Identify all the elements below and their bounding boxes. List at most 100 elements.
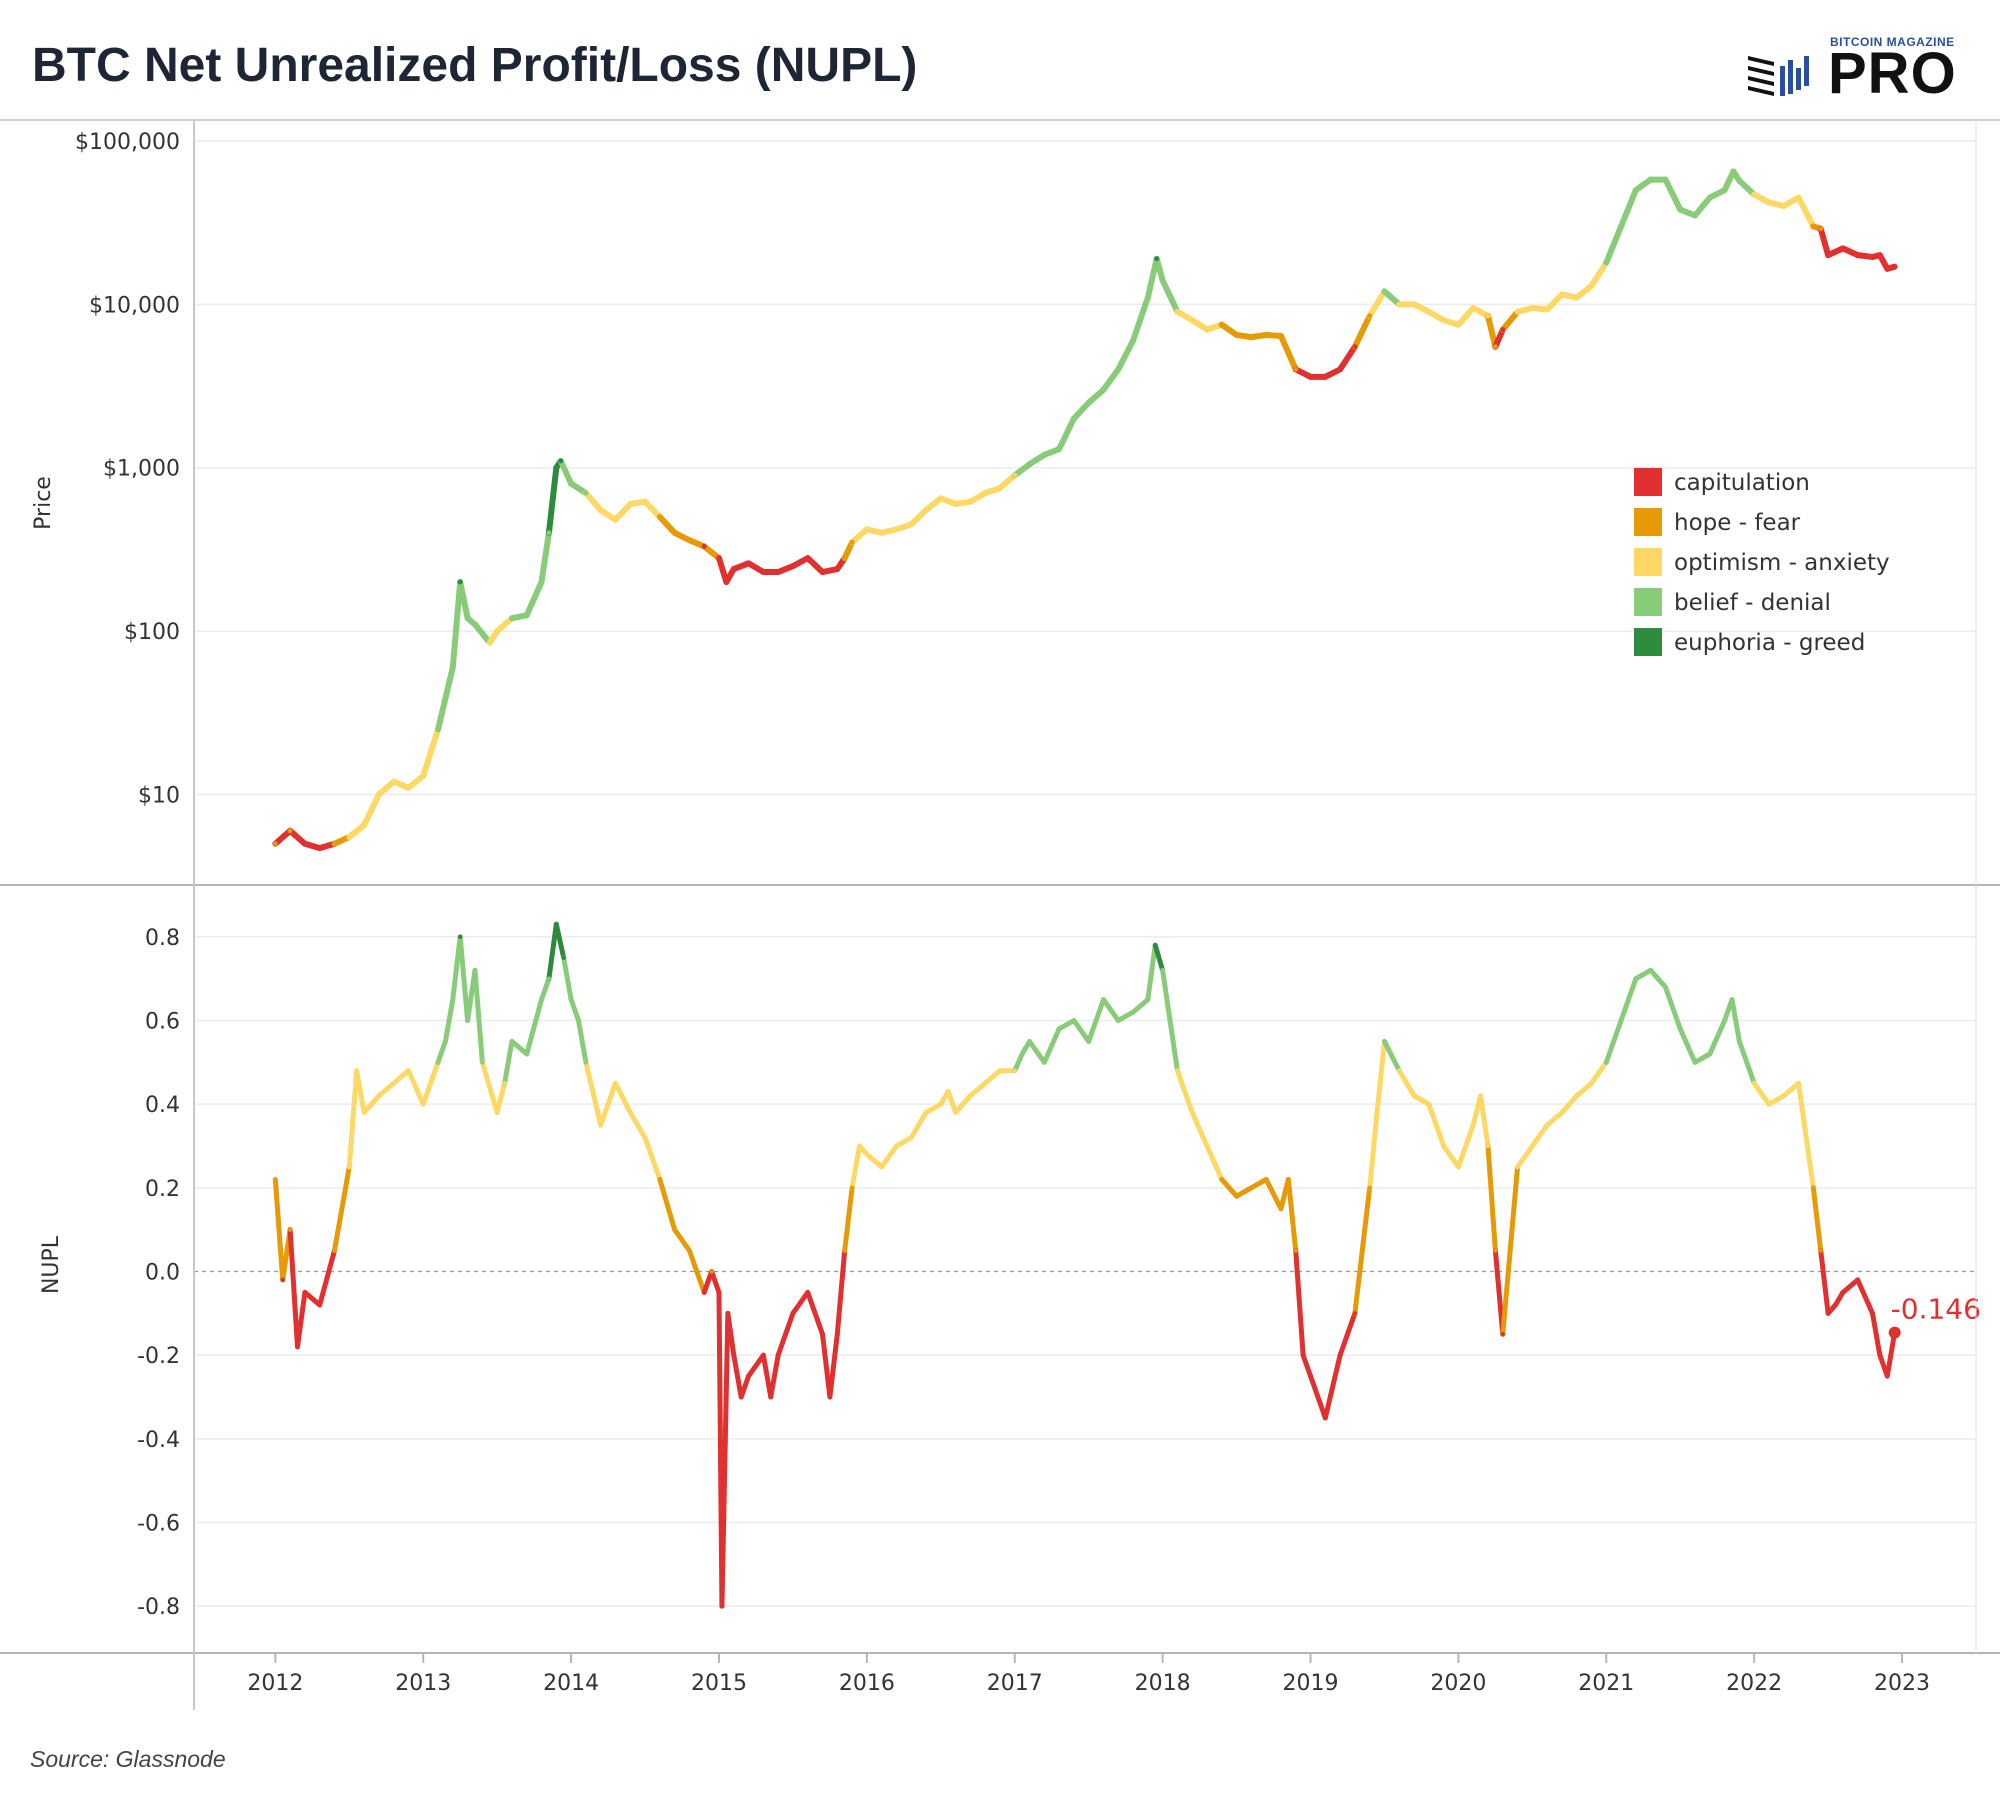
nupl-point [1707, 1051, 1713, 1057]
nupl-point [605, 1101, 611, 1107]
nupl-line-segment [1285, 1176, 1299, 1254]
nupl-line-segment [420, 1059, 441, 1107]
nupl-point [1167, 1018, 1173, 1023]
nupl-line-segment [1426, 1101, 1447, 1149]
nupl-line-segment [287, 1227, 301, 1350]
price-point [524, 612, 530, 618]
nupl-point [1729, 997, 1735, 1002]
nupl-point [1478, 1093, 1483, 1099]
price-point [583, 490, 589, 496]
price-tick-label: $10 [138, 784, 180, 809]
price-point [1219, 322, 1225, 328]
nupl-point [480, 1060, 485, 1065]
price-point [420, 773, 426, 779]
price-point [331, 841, 337, 847]
nupl-point [1382, 1039, 1387, 1044]
nupl-line-segment [457, 934, 471, 1023]
price-point [908, 521, 914, 527]
nupl-point [1559, 1110, 1565, 1115]
price-line-segment [1130, 294, 1151, 344]
nupl-tick-label: -0.2 [137, 1344, 180, 1369]
nupl-point [1101, 997, 1106, 1002]
legend-swatch-capitulation [1634, 468, 1662, 496]
nupl-line-segment [1374, 1038, 1387, 1116]
nupl-line-segment [1248, 1176, 1269, 1191]
nupl-point [1286, 1177, 1291, 1182]
nupl-point [1618, 1018, 1624, 1023]
nupl-point [1633, 976, 1639, 981]
nupl-point [1692, 1060, 1698, 1065]
nupl-line-segment [642, 1135, 663, 1182]
nupl-point [827, 1394, 833, 1400]
price-line-segment [523, 578, 545, 619]
price-line-segment [1011, 461, 1033, 479]
nupl-line-segment [1869, 1310, 1883, 1358]
price-line-segment [1100, 366, 1122, 393]
nupl-point [1544, 1122, 1550, 1128]
nupl-point [502, 1081, 507, 1086]
nupl-line-segment [472, 967, 485, 1065]
nupl-tick-label: 0.6 [145, 1010, 180, 1035]
price-line-segment [1588, 259, 1610, 289]
chart-title: BTC Net Unrealized Profit/Loss (NUPL) [32, 39, 918, 92]
price-line-segment [1381, 288, 1403, 308]
price-line-segment [1070, 399, 1092, 422]
price-line-segment [471, 621, 493, 646]
nupl-point [982, 1081, 988, 1086]
nupl-last-value-label: -0.146 [1891, 1293, 1981, 1326]
price-point [1248, 334, 1254, 340]
nupl-line-segment [546, 921, 559, 982]
nupl-line-segment [346, 1068, 360, 1170]
nupl-point [1374, 1110, 1380, 1115]
nupl-line-segment [302, 1289, 323, 1308]
price-line-segment [1492, 326, 1506, 350]
nupl-line-segment [1618, 976, 1639, 1023]
nupl-line-segment [1396, 1068, 1417, 1099]
price-point [494, 628, 500, 634]
price-point [1056, 446, 1062, 452]
price-point [1367, 313, 1373, 319]
nupl-point [719, 1603, 725, 1609]
nupl-tick-label: 0.0 [145, 1261, 180, 1286]
price-point [1633, 187, 1639, 193]
price-line-segment [405, 772, 427, 791]
price-point [539, 579, 545, 585]
price-point [598, 507, 604, 513]
price-point [1825, 252, 1831, 258]
nupl-line-segment [317, 1248, 337, 1308]
brand-logo: BITCOIN MAGAZINE PRO [1748, 32, 1976, 104]
nupl-point [775, 1352, 781, 1358]
legend: capitulation hope - fear optimism - anxiet… [1634, 468, 1890, 656]
price-line-segment [701, 543, 722, 562]
nupl-point [1796, 1081, 1801, 1086]
nupl-line-segment [1633, 967, 1654, 982]
nupl-point [716, 1290, 722, 1295]
price-point [612, 517, 618, 523]
nupl-line-segment [1219, 1176, 1240, 1199]
price-point [450, 664, 456, 670]
nupl-line-segment [1160, 967, 1173, 1023]
price-point [272, 841, 278, 847]
nupl-line-segment [719, 1457, 728, 1609]
nupl-point [457, 934, 463, 940]
legend-swatch-hope-fear [1634, 508, 1662, 536]
price-point [1574, 295, 1580, 301]
nupl-point [1071, 1018, 1077, 1023]
price-line-segment [996, 472, 1018, 492]
price-point [487, 640, 493, 646]
price-point [1692, 212, 1698, 218]
nupl-line-segment [908, 1110, 929, 1141]
nupl-point [1877, 1352, 1883, 1358]
nupl-point [391, 1081, 396, 1086]
nupl-line-segment [1174, 1068, 1195, 1116]
price-line-segment [1159, 277, 1181, 315]
nupl-point [1411, 1093, 1417, 1099]
price-point [1154, 256, 1160, 262]
nupl-point [849, 1185, 855, 1191]
price-point [1662, 177, 1668, 183]
price-point [1174, 309, 1180, 315]
nupl-line-segment [1796, 1080, 1816, 1191]
price-point [1544, 306, 1550, 312]
price-point [1352, 344, 1358, 350]
